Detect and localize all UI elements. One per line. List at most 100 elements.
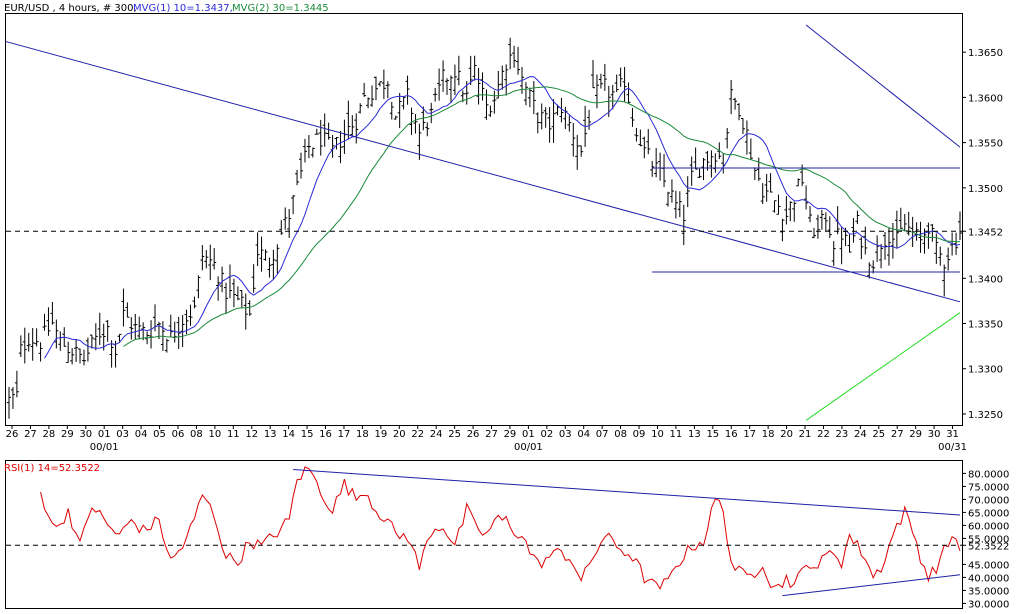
price-bar <box>527 87 532 108</box>
price-bar <box>38 342 43 362</box>
price-bar <box>748 138 753 161</box>
price-bar <box>310 147 315 158</box>
price-bar <box>946 247 951 271</box>
price-bar <box>677 191 682 218</box>
price-bar <box>200 245 205 271</box>
price-bar <box>614 74 619 93</box>
x-tick-label: 07 <box>596 429 609 440</box>
rsi-y-tick-label: 40.0000 <box>968 573 1009 584</box>
price-bar <box>196 275 201 299</box>
x-tick-label: 19 <box>374 429 387 440</box>
price-bar <box>346 100 351 140</box>
price-bar <box>93 323 98 351</box>
price-bar <box>318 119 323 156</box>
price-bar <box>733 97 738 110</box>
price-bar <box>547 107 552 143</box>
price-bar <box>480 72 485 101</box>
x-tick-label: 28 <box>43 429 56 440</box>
x-tick-label: 09 <box>633 429 646 440</box>
price-bar <box>894 210 899 248</box>
price-bar <box>492 90 497 114</box>
price-bar <box>263 249 268 261</box>
x-tick-label: 14 <box>282 429 295 440</box>
x-tick-label: 15 <box>301 429 314 440</box>
x-tick-label: 02 <box>540 429 553 440</box>
price-bar <box>456 55 461 86</box>
price-bar <box>646 129 651 155</box>
price-bar <box>302 138 307 163</box>
x-tick-label: 18 <box>762 429 775 440</box>
x-tick-label: 27 <box>485 429 498 440</box>
trendline[interactable] <box>805 312 961 421</box>
x-tick-label: 24 <box>854 429 867 440</box>
price-bar <box>149 320 154 349</box>
price-bar <box>243 293 248 330</box>
y-tick-label: 1.3300 <box>968 365 1003 376</box>
price-bar <box>902 214 907 232</box>
x-tick-label: 04 <box>577 429 590 440</box>
price-bar <box>409 107 414 136</box>
rsi-trendline[interactable] <box>782 574 961 597</box>
price-bar <box>224 282 229 314</box>
price-bar <box>259 236 264 272</box>
price-bar <box>954 232 959 255</box>
price-bar <box>512 45 517 68</box>
x-tick-label: 11 <box>670 429 683 440</box>
price-bar <box>271 249 276 280</box>
x-tick-label: 11 <box>227 429 240 440</box>
x-group-label: 00/01 <box>514 442 543 453</box>
price-bar <box>279 220 284 235</box>
price-bar <box>642 136 647 159</box>
price-bar <box>180 314 185 348</box>
price-bar <box>109 340 114 368</box>
y-tick-label: 1.3550 <box>968 139 1003 150</box>
x-tick-label: 22 <box>817 429 830 440</box>
price-bar <box>275 244 280 274</box>
price-bar <box>405 75 410 105</box>
x-tick-label: 05 <box>153 429 166 440</box>
price-bar <box>437 68 442 101</box>
price-bar <box>535 112 540 134</box>
rsi-trendline[interactable] <box>293 469 961 516</box>
price-bar <box>231 278 236 308</box>
x-tick-label: 26 <box>6 429 19 440</box>
trendline[interactable] <box>805 24 961 148</box>
price-bar <box>737 103 742 121</box>
x-tick-label: 16 <box>725 429 738 440</box>
price-bar <box>220 266 225 293</box>
x-tick-label: 16 <box>319 429 332 440</box>
price-bar <box>445 78 450 96</box>
x-tick-label: 10 <box>651 429 664 440</box>
x-tick-label: 29 <box>504 429 517 440</box>
rsi-panel-frame <box>5 460 963 609</box>
price-bar <box>484 89 489 120</box>
price-layer <box>4 24 962 421</box>
price-last-value-label: 1.3452 <box>968 227 1003 238</box>
price-bar <box>543 107 548 128</box>
price-bar <box>610 84 615 110</box>
price-bar <box>306 135 311 159</box>
price-bar <box>385 81 390 99</box>
price-bar <box>571 122 576 157</box>
price-bar <box>401 96 406 110</box>
price-bar <box>472 55 477 81</box>
price-bar <box>176 316 181 350</box>
x-tick-label: 29 <box>909 429 922 440</box>
trendline[interactable] <box>4 40 961 303</box>
price-bar <box>867 262 872 279</box>
price-bar <box>516 46 521 75</box>
price-bar <box>879 243 884 269</box>
price-bar <box>886 228 891 266</box>
x-tick-label: 29 <box>61 429 74 440</box>
price-bar <box>22 327 27 364</box>
price-bar <box>326 122 331 140</box>
price-bar <box>10 387 15 409</box>
price-bar <box>377 81 382 87</box>
price-bar <box>247 300 252 316</box>
price-bar <box>839 226 844 265</box>
price-bar <box>756 157 761 181</box>
price-bar <box>579 145 584 157</box>
price-bar <box>14 370 19 398</box>
price-bar <box>776 194 781 215</box>
